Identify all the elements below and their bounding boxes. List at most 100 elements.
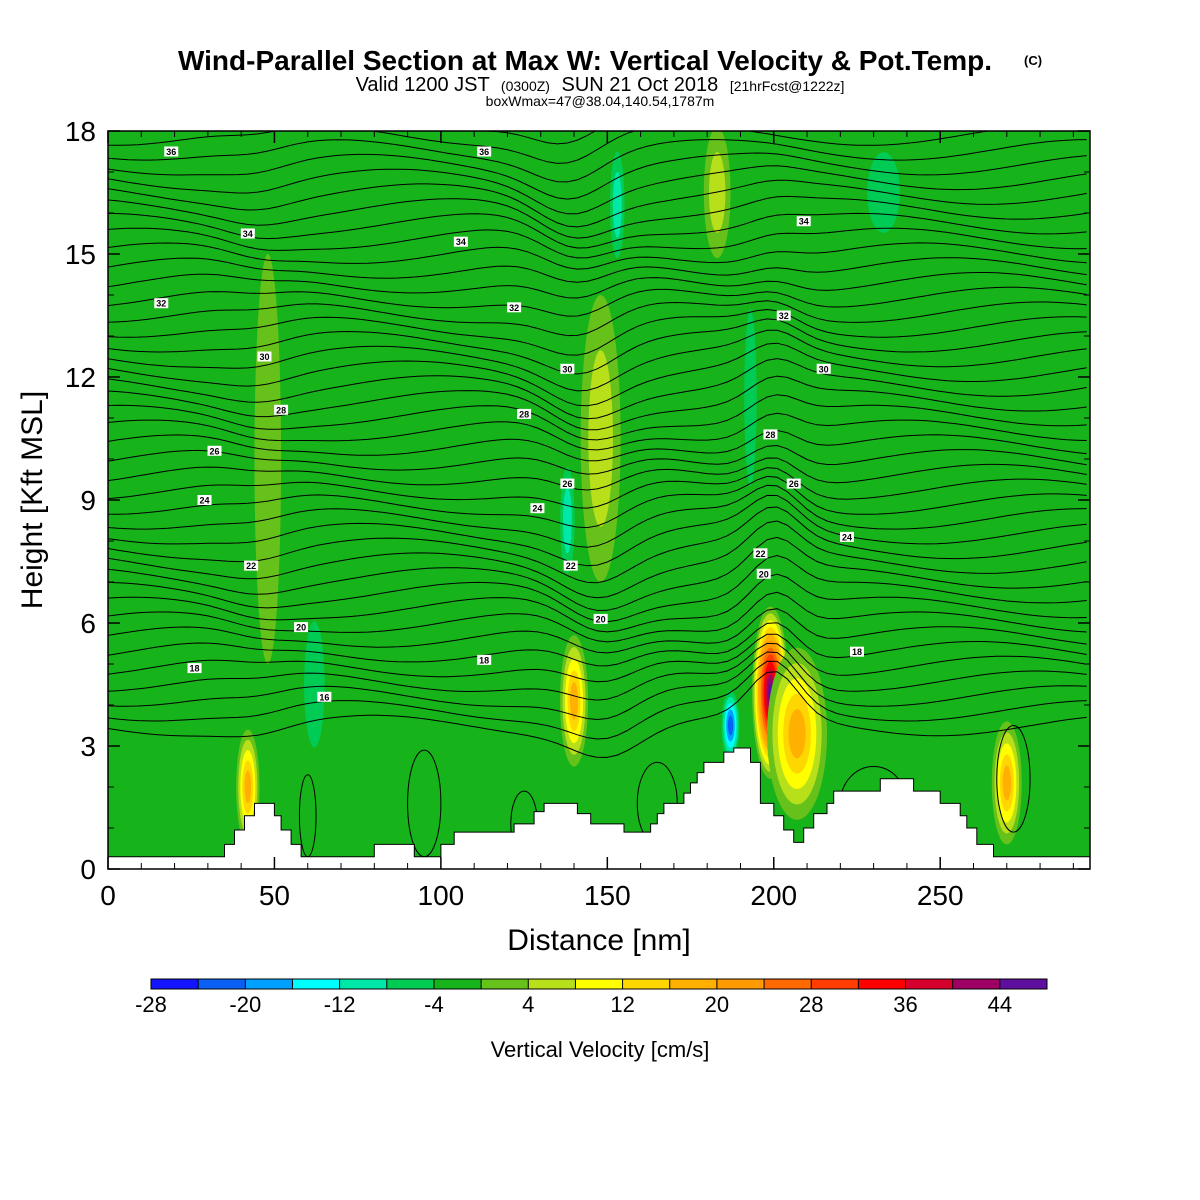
colorbar-swatch: [999, 979, 1048, 989]
x-tick-label: 200: [750, 880, 797, 911]
colorbar-swatch: [528, 979, 576, 989]
y-tick-label: 12: [65, 362, 96, 393]
colorbar-swatch: [811, 979, 859, 989]
svg-text:32: 32: [509, 303, 519, 313]
theta-contour-line: [108, 139, 1087, 183]
colorbar-swatch: [245, 979, 293, 989]
contour-label: 20: [593, 613, 608, 624]
x-tick-label: 50: [259, 880, 290, 911]
colorbar-swatch: [669, 979, 718, 989]
subtitle-valid: Valid 1200 JST: [356, 74, 490, 96]
terrain-profile: [107, 747, 1091, 870]
colorbar-swatch: [481, 979, 529, 989]
colorbar-swatch: [292, 979, 341, 989]
downdraft-core: [607, 131, 628, 279]
y-tick-label: 9: [80, 485, 96, 516]
theta-contour-line: [108, 642, 1087, 701]
theta-contour-line: [108, 272, 1087, 299]
y-tick-label: 15: [65, 239, 96, 270]
potential-temperature-contours: [108, 131, 1087, 858]
svg-text:28: 28: [519, 409, 529, 419]
svg-text:28: 28: [765, 430, 775, 440]
svg-text:26: 26: [210, 446, 220, 456]
colorbar-tick-label: 4: [522, 992, 534, 1017]
colorbar-tick-label: 12: [610, 992, 634, 1017]
theta-contour-line: [108, 520, 1087, 599]
x-tick-label: 250: [917, 880, 964, 911]
colorbar-swatch: [858, 979, 907, 989]
subtitle-forecast: [21hrFcst@1222z]: [730, 78, 845, 94]
updraft-level: [244, 770, 252, 804]
svg-text:20: 20: [759, 569, 769, 579]
theta-contour-line: [108, 375, 1087, 431]
contour-label: 32: [154, 298, 169, 309]
theta-contour-line: [108, 394, 1087, 441]
contour-label: 30: [816, 363, 831, 374]
colorbar-swatch: [905, 979, 954, 989]
updraft-core: [991, 721, 1022, 845]
contour-label: 20: [756, 568, 771, 579]
downdraft-level: [562, 487, 572, 554]
theta-contour-line: [108, 573, 1087, 633]
contour-label: 16: [317, 691, 332, 702]
downdraft-level: [612, 172, 622, 238]
contour-label: 18: [187, 663, 202, 674]
svg-text:28: 28: [276, 405, 286, 415]
theta-contour-line: [108, 660, 1087, 740]
contour-label: 36: [477, 146, 492, 157]
contour-label: 24: [530, 503, 545, 514]
chart-subtitle-2: boxWmax=47@38.04,140.54,1787m: [486, 93, 715, 109]
contour-label: 26: [560, 478, 575, 489]
svg-text:18: 18: [479, 655, 489, 665]
contour-label: 26: [207, 445, 222, 456]
colorbar-tick-label: 36: [893, 992, 917, 1017]
contour-label: 22: [753, 548, 768, 559]
svg-text:16: 16: [319, 692, 329, 702]
theta-contour-line: [108, 152, 1087, 200]
colorbar-swatch: [575, 979, 624, 989]
svg-text:34: 34: [456, 237, 466, 247]
svg-text:32: 32: [779, 311, 789, 321]
theta-contour-line: [108, 444, 1087, 475]
theta-contour-line: [108, 318, 1087, 375]
colorbar-tick-label: -28: [135, 992, 167, 1017]
subtitle-date: SUN 21 Oct 2018: [562, 74, 719, 96]
y-tick-label: 18: [65, 116, 96, 147]
theta-contour-loop: [996, 725, 1031, 833]
updraft-level: [588, 350, 613, 527]
svg-text:30: 30: [819, 364, 829, 374]
theta-contour-line: [108, 457, 1087, 491]
contour-label: 26: [786, 478, 801, 489]
theta-contour-line: [108, 308, 1087, 356]
theta-contour-line: [108, 257, 1087, 283]
theta-contour-line: [108, 179, 1087, 228]
colorbar-label: Vertical Velocity [cm/s]: [491, 1037, 710, 1062]
x-tick-label: 150: [584, 880, 631, 911]
colorbar-swatch: [386, 979, 435, 989]
contour-label: 32: [507, 302, 522, 313]
contour-label: 32: [776, 310, 791, 321]
contour-label: 20: [294, 622, 309, 633]
theta-contour-line: [108, 633, 1087, 683]
theta-contour-line: [108, 227, 1087, 259]
x-axis: 0 50 100 150 200 250: [100, 131, 1074, 911]
updraft-level: [788, 709, 806, 759]
colorbar-swatch: [339, 979, 388, 989]
colorbar-tick-label: 44: [988, 992, 1012, 1017]
theta-contour-line: [108, 286, 1087, 317]
theta-contour-line: [108, 608, 1087, 654]
downdraft-level: [727, 715, 734, 736]
theta-contour-line: [108, 651, 1087, 721]
colorbar-tick-label: 28: [799, 992, 823, 1017]
svg-text:34: 34: [799, 217, 809, 227]
colorbar-swatch: [151, 979, 199, 989]
y-tick-label: 0: [80, 854, 96, 885]
theta-contour-line: [108, 475, 1087, 529]
svg-text:30: 30: [259, 352, 269, 362]
theta-contour-line: [108, 467, 1087, 509]
theta-contour-line: [108, 536, 1087, 612]
colorbar: -28 -20 -12 -4 4 12 20 28 36 44: [135, 978, 1048, 1017]
svg-text:22: 22: [566, 561, 576, 571]
colorbar-swatch: [764, 979, 812, 989]
